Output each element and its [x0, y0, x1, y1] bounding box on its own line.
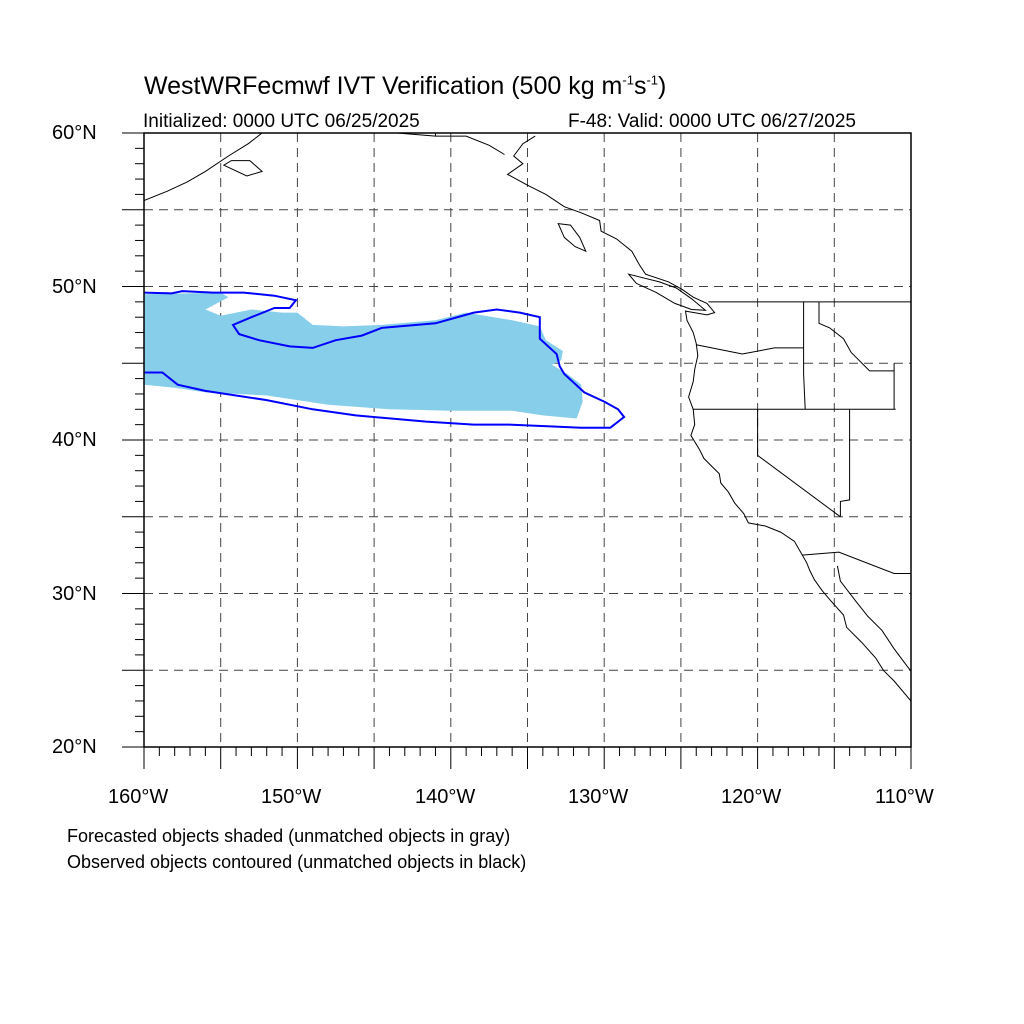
map-frame	[143, 132, 912, 748]
lon-label-160w: 160°W	[108, 786, 169, 808]
kodiak-island	[222, 160, 264, 177]
lat-label-50n: 50°N	[52, 276, 97, 298]
graticule-grid	[144, 133, 911, 747]
footnote-forecast: Forecasted objects shaded (unmatched obj…	[67, 826, 511, 846]
lon-label-130w: 130°W	[568, 786, 629, 808]
initialized-time: Initialized: 0000 UTC 06/25/2025	[143, 111, 420, 132]
political-boundary	[803, 301, 806, 410]
axis-ticks	[122, 132, 912, 769]
political-boundary	[818, 301, 895, 372]
valid-time: F-48: Valid: 0000 UTC 06/27/2025	[568, 111, 856, 132]
coastlines-and-borders	[144, 133, 911, 702]
haida-gwaii	[557, 222, 587, 253]
lat-label-20n: 20°N	[52, 736, 97, 758]
observed-ivt-contour	[144, 290, 626, 429]
political-boundary	[802, 551, 911, 574]
political-boundary	[757, 409, 841, 518]
alaska-coastline	[144, 133, 263, 201]
lon-label-150w: 150°W	[261, 786, 322, 808]
lon-label-120w: 120°W	[721, 786, 782, 808]
forecast-ivt-object	[144, 292, 583, 419]
chart-title: WestWRFecmwf IVT Verification (500 kg m-…	[144, 72, 667, 100]
political-boundary	[696, 344, 804, 355]
lat-label-30n: 30°N	[52, 583, 97, 605]
lat-label-60n: 60°N	[52, 122, 97, 144]
pacific-coastline	[506, 135, 911, 702]
lat-label-40n: 40°N	[52, 429, 97, 451]
footnote-observed: Observed objects contoured (unmatched ob…	[67, 852, 527, 872]
political-boundary	[839, 409, 851, 517]
alaska-gulf-coast	[343, 133, 505, 155]
gulf-of-california-coast	[836, 565, 911, 672]
lon-label-140w: 140°W	[415, 786, 476, 808]
vancouver-island	[627, 273, 707, 311]
lon-label-110w: 110°W	[875, 786, 934, 808]
